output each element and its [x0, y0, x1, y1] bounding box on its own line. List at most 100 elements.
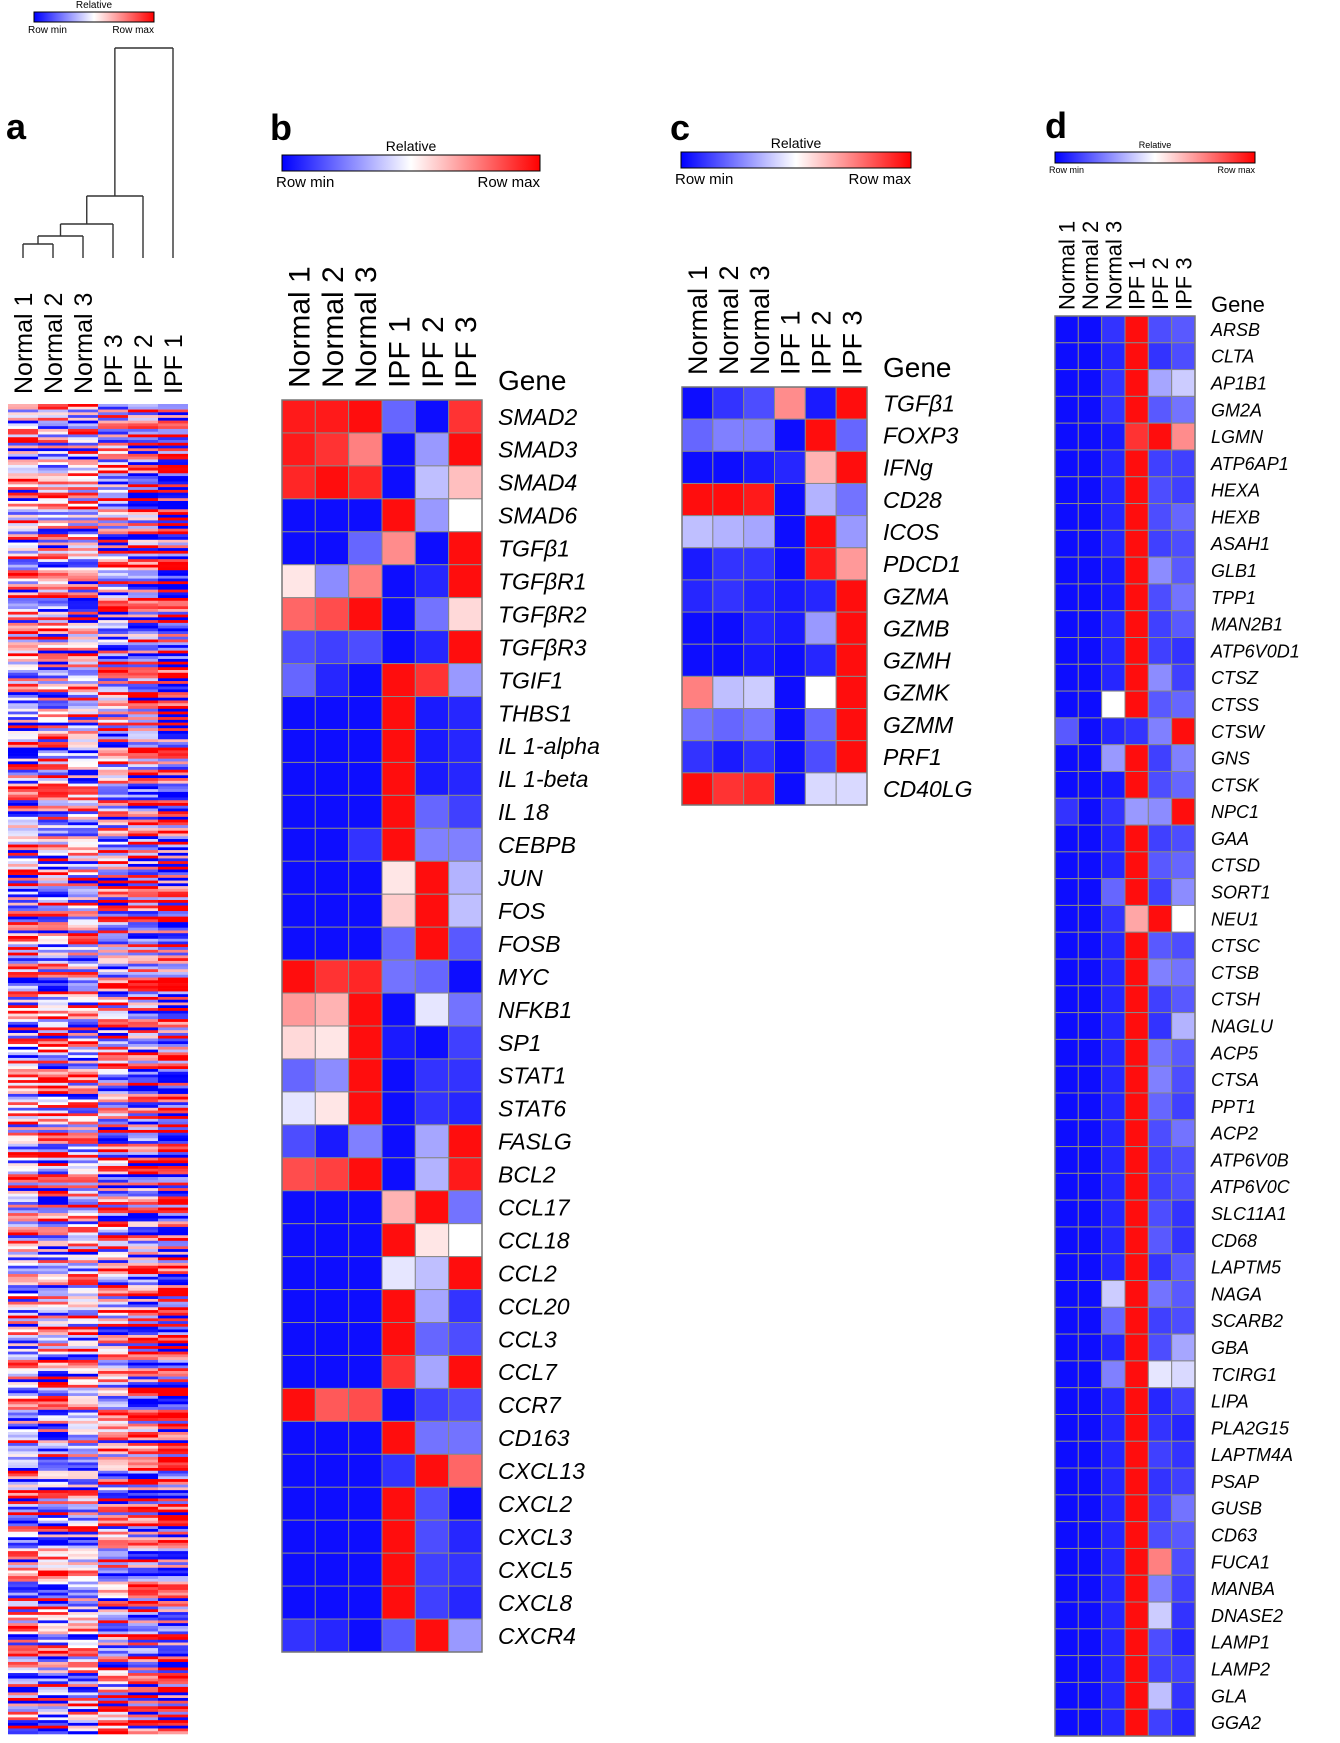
heatmap-cell — [281, 1387, 316, 1422]
heatmap-cell — [128, 503, 158, 507]
heatmap-cell — [68, 689, 98, 693]
heatmap-cell — [8, 941, 38, 945]
heatmap-cell — [38, 1407, 68, 1411]
heatmap-cell — [158, 1642, 188, 1646]
heatmap-cell — [98, 1468, 128, 1472]
gene-label: GBA — [1211, 1338, 1249, 1358]
heatmap-cell — [128, 1581, 158, 1585]
heatmap-cell — [348, 1387, 383, 1422]
heatmap-cell — [158, 1157, 188, 1161]
heatmap-cell — [8, 1576, 38, 1580]
heatmap-cell — [1124, 422, 1149, 451]
heatmap-cell — [1124, 1708, 1149, 1737]
heatmap-cell — [158, 944, 188, 948]
heatmap-cell — [68, 1581, 98, 1585]
heatmap-cell — [38, 487, 68, 491]
heatmap-cell — [68, 1038, 98, 1042]
heatmap-cell — [128, 1564, 158, 1569]
heatmap-cell — [98, 1573, 128, 1577]
heatmap-cell — [158, 844, 188, 848]
heatmap-cell — [98, 1304, 128, 1308]
heatmap-cell — [68, 553, 98, 557]
heatmap-cell — [158, 1520, 188, 1524]
heatmap-cell — [158, 1274, 188, 1278]
heatmap-cell — [38, 451, 68, 455]
heatmap-cell — [8, 972, 38, 976]
heatmap-cell — [98, 539, 128, 543]
gene-label: ATP6V0D1 — [1210, 641, 1300, 661]
heatmap-cell — [128, 661, 158, 665]
heatmap-cell — [38, 1213, 68, 1217]
heatmap-cell — [98, 1091, 128, 1095]
heatmap-cell — [38, 1044, 68, 1048]
heatmap-cell — [158, 681, 188, 685]
heatmap-cell — [8, 1595, 38, 1599]
heatmap-cell — [98, 1019, 128, 1023]
heatmap-cell — [128, 1637, 158, 1641]
heatmap-cell — [38, 794, 68, 798]
heatmap-cell — [68, 869, 98, 873]
heatmap-cell — [835, 611, 868, 645]
heatmap-cell — [314, 959, 350, 994]
heatmap-cell — [158, 520, 188, 524]
heatmap-cell — [38, 1379, 68, 1383]
heatmap-cell — [68, 877, 98, 881]
heatmap-cell — [38, 1257, 68, 1261]
heatmap-cell — [38, 1177, 68, 1181]
heatmap-cell — [98, 1359, 128, 1364]
heatmap-cell — [128, 1420, 158, 1424]
heatmap-cell — [98, 489, 128, 493]
heatmap-cell — [128, 1440, 158, 1444]
heatmap-cell — [8, 503, 38, 507]
heatmap-cell — [98, 1523, 128, 1527]
heatmap-cell — [68, 639, 98, 643]
heatmap-cell — [774, 386, 806, 420]
heatmap-cell — [68, 1357, 98, 1361]
heatmap-cell — [98, 1085, 128, 1089]
heatmap-cell — [1054, 1146, 1079, 1174]
heatmap-cell — [38, 972, 68, 976]
heatmap-cell — [38, 622, 68, 626]
heatmap-cell — [743, 579, 775, 613]
heatmap-cell — [68, 1437, 98, 1441]
heatmap-cell — [1101, 1574, 1126, 1603]
heatmap-cell — [8, 1395, 38, 1400]
heatmap-cell — [38, 1686, 68, 1690]
heatmap-cell — [8, 1257, 38, 1261]
heatmap-cell — [98, 747, 128, 751]
heatmap-cell — [128, 960, 158, 965]
heatmap-cell — [128, 1479, 158, 1483]
heatmap-cell — [38, 1573, 68, 1577]
heatmap-cell — [38, 1121, 68, 1125]
heatmap-cell — [158, 1645, 188, 1649]
heatmap-cell — [98, 1063, 128, 1067]
heatmap-cell — [68, 1659, 98, 1663]
heatmap-cell — [38, 1182, 68, 1186]
heatmap-cell — [414, 465, 450, 500]
heatmap-cell — [8, 622, 38, 626]
heatmap-cell — [448, 992, 483, 1027]
heatmap-cell — [1171, 1146, 1196, 1174]
heatmap-cell — [8, 1484, 38, 1488]
heatmap-cell — [128, 1038, 158, 1042]
heatmap-cell — [158, 814, 188, 818]
heatmap-cell — [38, 1440, 68, 1444]
heatmap-cell — [68, 1290, 98, 1294]
heatmap-cell — [8, 764, 38, 768]
heatmap-cell — [68, 966, 98, 970]
heatmap-cell — [8, 791, 38, 795]
heatmap-cell — [348, 827, 383, 862]
heatmap-cell — [128, 714, 158, 718]
heatmap-cell — [128, 514, 158, 518]
heatmap-cell — [68, 1623, 98, 1627]
heatmap-cell — [8, 1653, 38, 1657]
heatmap-cell — [158, 1285, 188, 1289]
heatmap-cell — [128, 492, 158, 496]
heatmap-cell — [8, 750, 38, 754]
heatmap-cell — [158, 780, 188, 784]
heatmap-cell — [414, 1519, 450, 1554]
heatmap-cell — [158, 1105, 188, 1109]
heatmap-cell — [98, 1667, 128, 1671]
heatmap-cell — [128, 1431, 158, 1436]
heatmap-cell — [158, 1124, 188, 1128]
